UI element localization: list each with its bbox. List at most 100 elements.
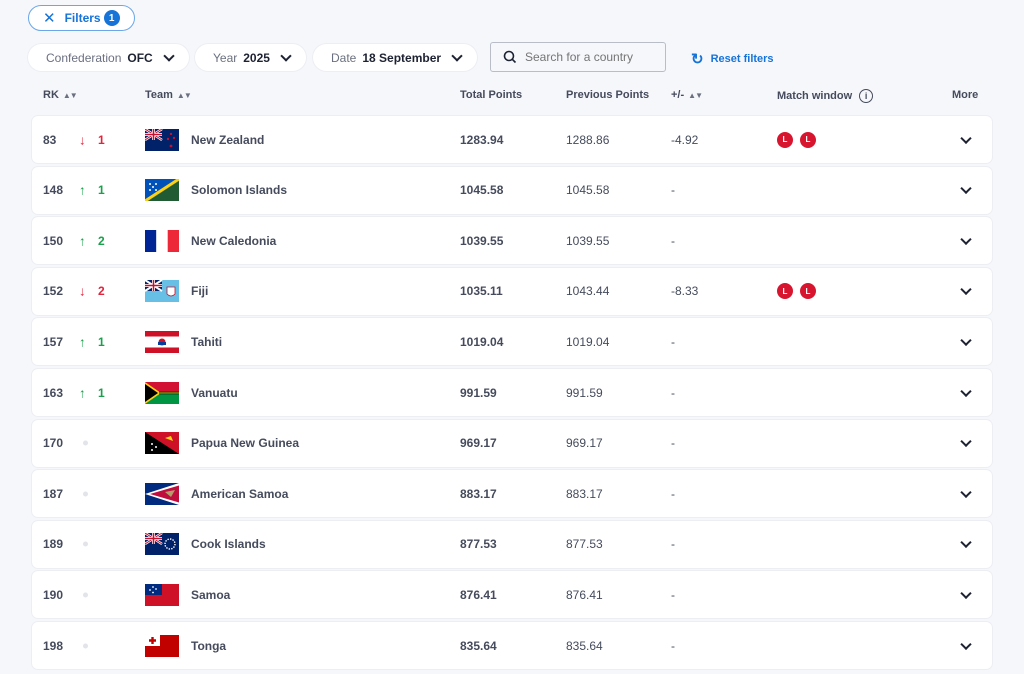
dropdown-value: OFC — [127, 50, 153, 65]
table-row[interactable]: 157 ↑ 1 Tahiti 1019.04 1019.04 - — [32, 318, 992, 366]
filters-label: Filters — [64, 11, 101, 25]
table-row[interactable]: 190 Samoa 876.41 876.41 - — [32, 571, 992, 619]
points-diff: - — [671, 334, 675, 349]
arrow-up-icon: ↑ — [79, 334, 86, 350]
rank: 187 — [43, 486, 64, 501]
flag-sb-icon — [145, 179, 179, 202]
table-row[interactable]: 198 Tonga 835.64 835.64 - — [32, 622, 992, 669]
no-change-dot — [83, 643, 88, 648]
arrow-down-icon: ↓ — [79, 132, 86, 147]
rank-change: 1 — [98, 385, 105, 400]
rank: 189 — [43, 537, 64, 552]
header-match-window: Match window i — [777, 89, 874, 103]
points-diff: - — [671, 537, 675, 552]
match-result-badge: L — [777, 131, 793, 148]
table-row[interactable]: 83 ↓ 1 New Zealand 1283.94 1288.86 -4.92 L… — [32, 116, 992, 163]
dropdown-value: 18 September — [362, 50, 442, 65]
reset-filters-button[interactable]: ↻ Reset filters — [691, 50, 774, 68]
table-row[interactable]: 150 ↑ 2 New Caledonia 1039.55 1039.55 - — [32, 217, 992, 265]
expand-chevron-icon[interactable] — [960, 537, 972, 549]
header-team[interactable]: Team ▲▼ — [145, 89, 192, 101]
sort-icon: ▲▼ — [176, 91, 192, 100]
info-icon[interactable]: i — [859, 89, 874, 103]
table-row[interactable]: 170 Papua New Guinea 969.17 969.17 - — [32, 419, 992, 467]
previous-points: 1043.44 — [566, 284, 610, 299]
points-diff: - — [671, 436, 675, 451]
team-name[interactable]: American Samoa — [191, 486, 289, 501]
flag-ws-icon — [145, 583, 179, 606]
year-dropdown[interactable]: Year 2025 — [195, 44, 306, 71]
table-row[interactable]: 148 ↑ 1 Solomon Islands 1045.58 1045.58 - — [32, 166, 992, 214]
header-label: Team — [145, 89, 173, 101]
team-name[interactable]: Tahiti — [191, 334, 223, 349]
rank: 83 — [43, 132, 57, 147]
team-name[interactable]: New Zealand — [191, 132, 265, 147]
rank: 198 — [43, 638, 64, 653]
rank-change: 1 — [98, 132, 105, 147]
previous-points: 876.41 — [566, 587, 603, 602]
arrow-up-icon: ↑ — [79, 233, 86, 249]
date-dropdown[interactable]: Date 18 September — [313, 44, 477, 71]
dropdown-value: 2025 — [243, 50, 270, 65]
points-diff: - — [671, 587, 675, 602]
reset-label: Reset filters — [710, 53, 774, 65]
refresh-icon: ↻ — [691, 51, 704, 68]
header-label: +/- — [671, 89, 685, 101]
expand-chevron-icon[interactable] — [960, 233, 972, 245]
team-name[interactable]: Cook Islands — [191, 537, 266, 552]
expand-chevron-icon[interactable] — [960, 334, 972, 346]
search-box[interactable] — [490, 42, 666, 72]
chevron-down-icon — [280, 49, 292, 62]
total-points: 1019.04 — [460, 334, 504, 349]
team-name[interactable]: Papua New Guinea — [191, 436, 300, 451]
table-row[interactable]: 163 ↑ 1 Vanuatu 991.59 991.59 - — [32, 369, 992, 416]
close-icon: ✕ — [43, 10, 56, 27]
table-row[interactable]: 187 American Samoa 883.17 883.17 - — [32, 470, 992, 518]
header-label: Match window — [777, 90, 853, 102]
header-more: More — [952, 89, 979, 101]
points-diff: - — [671, 183, 675, 198]
dropdown-label: Year — [213, 50, 238, 65]
flag-nc-icon — [145, 229, 179, 252]
confederation-dropdown[interactable]: Confederation OFC — [28, 44, 189, 71]
points-diff: - — [671, 486, 675, 501]
total-points: 835.64 — [460, 638, 497, 653]
dropdown-label: Confederation — [46, 50, 122, 65]
flag-fj-icon — [145, 280, 179, 303]
expand-chevron-icon[interactable] — [960, 587, 972, 599]
team-name[interactable]: Solomon Islands — [191, 183, 288, 198]
previous-points: 1039.55 — [566, 233, 610, 248]
rank-change: 1 — [98, 183, 105, 198]
expand-chevron-icon[interactable] — [960, 486, 972, 498]
sort-icon: ▲▼ — [62, 91, 78, 100]
header-label: RK — [43, 89, 59, 101]
expand-chevron-icon[interactable] — [960, 182, 972, 195]
table-row[interactable]: 189 Cook Islands 877.53 877.53 - — [32, 520, 992, 568]
expand-chevron-icon[interactable] — [960, 638, 972, 650]
rank-change: 2 — [98, 233, 105, 248]
points-diff: -8.33 — [671, 284, 699, 299]
expand-chevron-icon[interactable] — [960, 132, 972, 144]
previous-points: 1019.04 — [566, 334, 610, 349]
team-name[interactable]: Vanuatu — [191, 385, 238, 400]
expand-chevron-icon[interactable] — [960, 284, 972, 296]
team-name[interactable]: Samoa — [191, 587, 231, 602]
team-name[interactable]: Fiji — [191, 284, 209, 299]
points-diff: -4.92 — [671, 132, 699, 147]
filters-button[interactable]: ✕ Filters 1 — [28, 5, 135, 31]
header-rank[interactable]: RK ▲▼ — [43, 89, 78, 101]
header-diff[interactable]: +/- ▲▼ — [671, 89, 703, 101]
previous-points: 969.17 — [566, 436, 603, 451]
points-diff: - — [671, 233, 675, 248]
total-points: 1283.94 — [460, 132, 504, 147]
previous-points: 835.64 — [566, 638, 603, 653]
expand-chevron-icon[interactable] — [960, 435, 972, 448]
rank: 152 — [43, 284, 64, 299]
expand-chevron-icon[interactable] — [960, 385, 972, 397]
team-name[interactable]: Tonga — [191, 638, 227, 653]
search-input[interactable] — [525, 50, 655, 64]
rank: 163 — [43, 385, 64, 400]
team-name[interactable]: New Caledonia — [191, 233, 277, 248]
